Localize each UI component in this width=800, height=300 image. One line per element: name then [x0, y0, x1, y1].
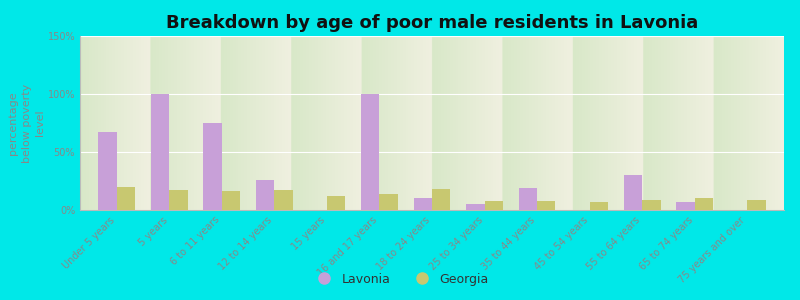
Bar — [414, 198, 432, 210]
Y-axis label: percentage
below poverty
level: percentage below poverty level — [8, 83, 45, 163]
Bar — [694, 198, 713, 210]
Bar — [624, 175, 642, 210]
Bar — [642, 200, 661, 210]
Legend: Lavonia, Georgia: Lavonia, Georgia — [306, 268, 494, 291]
Bar — [98, 132, 117, 210]
Bar — [747, 200, 766, 210]
Bar — [676, 202, 694, 210]
Bar — [170, 190, 188, 210]
Bar — [361, 94, 379, 210]
Bar — [432, 189, 450, 210]
Bar — [222, 191, 240, 210]
Bar — [537, 201, 555, 210]
Title: Breakdown by age of poor male residents in Lavonia: Breakdown by age of poor male residents … — [166, 14, 698, 32]
Bar — [379, 194, 398, 210]
Bar — [256, 180, 274, 210]
Bar — [117, 187, 135, 210]
Bar — [274, 190, 293, 210]
Bar — [590, 202, 608, 210]
Bar — [518, 188, 537, 210]
Bar — [485, 201, 503, 210]
Bar — [203, 123, 222, 210]
Bar — [151, 94, 170, 210]
Bar — [466, 204, 485, 210]
Bar — [327, 196, 346, 210]
